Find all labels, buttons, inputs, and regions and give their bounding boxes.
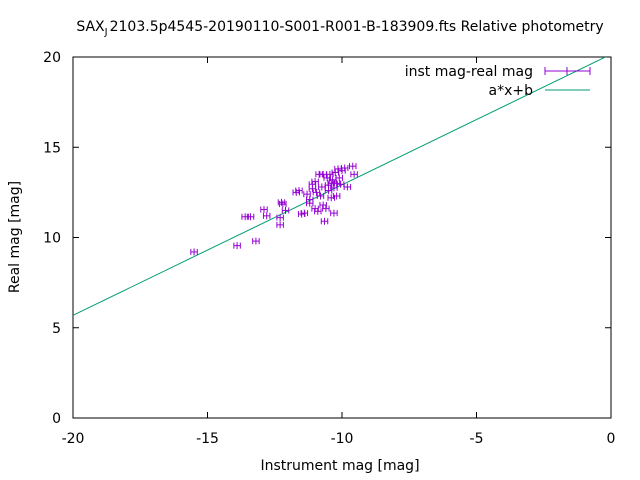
- y-tick-label: 5: [52, 321, 61, 337]
- x-tick-label: -10: [331, 431, 354, 447]
- chart-title-rest: 2103.5p4545-20190110-S001-R001-B-183909.…: [110, 19, 604, 35]
- x-tick-label: 0: [607, 431, 616, 447]
- x-axis-label: Instrument mag [mag]: [260, 458, 419, 474]
- y-ticks: 0 5 10 15 20: [43, 50, 611, 427]
- data-point: [303, 190, 311, 198]
- data-point: [312, 188, 321, 196]
- data-point: [311, 178, 319, 186]
- data-point: [279, 200, 287, 208]
- data-point: [241, 213, 249, 221]
- data-point: [297, 210, 306, 218]
- data-point: [262, 212, 271, 220]
- data-point: [319, 170, 327, 178]
- plot-area: [73, 57, 607, 316]
- data-point: [233, 242, 241, 250]
- data-point: [343, 183, 352, 191]
- data-point: [330, 209, 338, 217]
- data-point: [305, 199, 314, 207]
- fit-line: [73, 57, 607, 316]
- chart-title-main: SAX: [76, 19, 105, 35]
- legend: inst mag-real mag a*x+b: [405, 64, 591, 99]
- chart-title: SAXJ 2103.5p4545-20190110-S001-R001-B-183…: [76, 19, 603, 38]
- y-tick-label: 0: [52, 411, 61, 427]
- data-point: [340, 164, 349, 172]
- axes-frame: [72, 56, 612, 419]
- x-tick-label: -5: [470, 431, 484, 447]
- chart-title-subscript: J: [104, 27, 108, 38]
- data-point: [320, 217, 329, 225]
- data-point: [314, 207, 322, 215]
- data-point: [300, 209, 309, 217]
- data-point: [332, 179, 341, 187]
- x-tick-label: -20: [62, 431, 85, 447]
- data-point: [350, 170, 358, 178]
- x-ticks: -20 -15 -10 -5 0: [62, 57, 616, 447]
- data-point: [324, 187, 333, 195]
- data-point: [295, 187, 303, 195]
- data-point: [252, 237, 260, 245]
- data-point: [246, 213, 255, 221]
- data-point: [260, 206, 268, 214]
- data-point: [335, 174, 344, 182]
- legend-inst-sample: [544, 67, 591, 75]
- legend-label-fit: a*x+b: [489, 83, 534, 99]
- y-tick-label: 20: [43, 50, 61, 66]
- data-point: [349, 162, 357, 170]
- data-point: [330, 184, 338, 192]
- data-point: [332, 192, 341, 200]
- data-point: [276, 214, 284, 222]
- x-tick-label: -15: [196, 431, 219, 447]
- data-point: [190, 248, 198, 256]
- y-tick-label: 10: [43, 231, 61, 247]
- data-point: [316, 192, 325, 200]
- data-point: [281, 206, 290, 214]
- data-point: [322, 205, 330, 213]
- data-point: [319, 201, 327, 209]
- y-tick-label: 15: [43, 140, 61, 156]
- y-axis-label: Real mag [mag]: [7, 181, 23, 293]
- inst-points: [190, 162, 358, 256]
- legend-label-inst: inst mag-real mag: [405, 64, 533, 80]
- data-point: [276, 221, 284, 229]
- axes: [72, 56, 612, 419]
